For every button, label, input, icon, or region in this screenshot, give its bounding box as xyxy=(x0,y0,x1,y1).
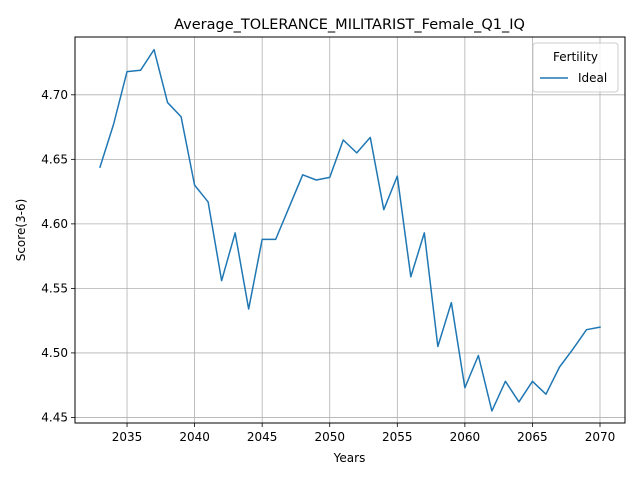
chart-title: Average_TOLERANCE_MILITARIST_Female_Q1_I… xyxy=(174,17,525,33)
x-tick-label: 2045 xyxy=(247,430,278,444)
legend-label-ideal: Ideal xyxy=(578,71,607,85)
x-tick-label: 2035 xyxy=(112,430,143,444)
y-tick-label: 4.70 xyxy=(41,88,68,102)
legend: Fertility Ideal xyxy=(533,43,618,92)
y-tick-label: 4.45 xyxy=(41,410,68,424)
y-tick-label: 4.60 xyxy=(41,217,68,231)
x-tick-label: 2055 xyxy=(382,430,413,444)
x-tick-label: 2065 xyxy=(517,430,548,444)
x-tick-label: 2040 xyxy=(179,430,210,444)
legend-title: Fertility xyxy=(553,50,598,64)
y-tick-label: 4.65 xyxy=(41,152,68,166)
y-tick-label: 4.55 xyxy=(41,281,68,295)
x-tick-label: 2070 xyxy=(585,430,616,444)
y-tick-label: 4.50 xyxy=(41,346,68,360)
x-axis-label: Years xyxy=(333,451,366,465)
y-axis-label: Score(3-6) xyxy=(14,199,28,262)
x-tick-label: 2050 xyxy=(314,430,345,444)
x-tick-label: 2060 xyxy=(450,430,481,444)
